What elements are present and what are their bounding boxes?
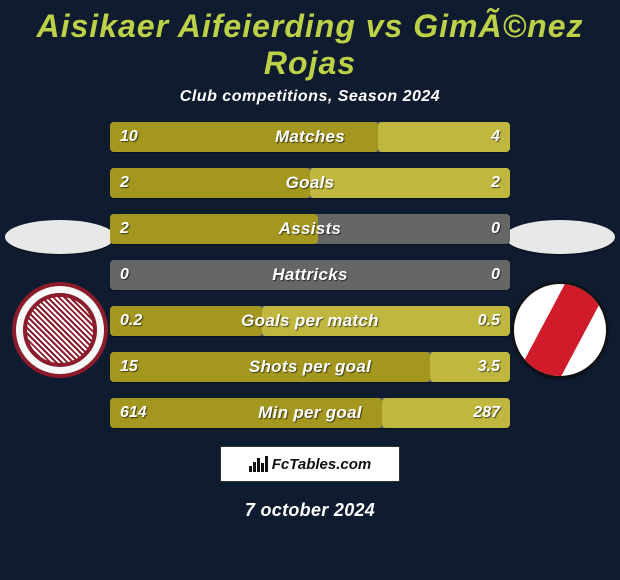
stat-value-right: 2 (491, 168, 500, 198)
stat-value-right: 0 (491, 260, 500, 290)
stat-label: Min per goal (110, 398, 510, 428)
stat-bars: Matches104Goals22Assists20Hattricks00Goa… (110, 122, 510, 444)
stat-value-right: 287 (473, 398, 500, 428)
stat-value-left: 0 (120, 260, 129, 290)
ellipse-right (505, 220, 615, 254)
stat-value-right: 3.5 (478, 352, 500, 382)
stat-label: Assists (110, 214, 510, 244)
chart-icon (249, 456, 268, 472)
stat-label: Goals (110, 168, 510, 198)
stat-label: Shots per goal (110, 352, 510, 382)
ellipse-left (5, 220, 115, 254)
stat-row: Min per goal614 287 (110, 398, 510, 428)
stat-row: Goals2 2 (110, 168, 510, 198)
stat-label: Hattricks (110, 260, 510, 290)
player-left-graphic (0, 220, 120, 378)
stat-label: Goals per match (110, 306, 510, 336)
stat-value-left: 2 (120, 168, 129, 198)
club-crest-right (512, 282, 608, 378)
date-text: 7 october 2024 (0, 500, 620, 521)
club-crest-left (12, 282, 108, 378)
stat-row: Shots per goal15 3.5 (110, 352, 510, 382)
stat-value-left: 15 (120, 352, 138, 382)
subtitle: Club competitions, Season 2024 (0, 88, 620, 106)
stat-label: Matches (110, 122, 510, 152)
stat-row: Goals per match0.2 0.5 (110, 306, 510, 336)
stat-value-right: 4 (491, 122, 500, 152)
page-title: Aisikaer Aifeierding vs GimÃ©nez Rojas (0, 8, 620, 82)
footer-brand-text: FcTables.com (272, 456, 371, 473)
stat-value-left: 614 (120, 398, 147, 428)
stat-row: Hattricks0 0 (110, 260, 510, 290)
stat-row: Matches10 4 (110, 122, 510, 152)
stat-value-right: 0 (491, 214, 500, 244)
stat-row: Assists2 0 (110, 214, 510, 244)
stat-value-right: 0.5 (478, 306, 500, 336)
stat-value-left: 0.2 (120, 306, 142, 336)
player-right-graphic (500, 220, 620, 378)
stat-value-left: 2 (120, 214, 129, 244)
container: Aisikaer Aifeierding vs GimÃ©nez Rojas C… (0, 0, 620, 580)
footer-brand-box: FcTables.com (220, 446, 400, 482)
stat-value-left: 10 (120, 122, 138, 152)
